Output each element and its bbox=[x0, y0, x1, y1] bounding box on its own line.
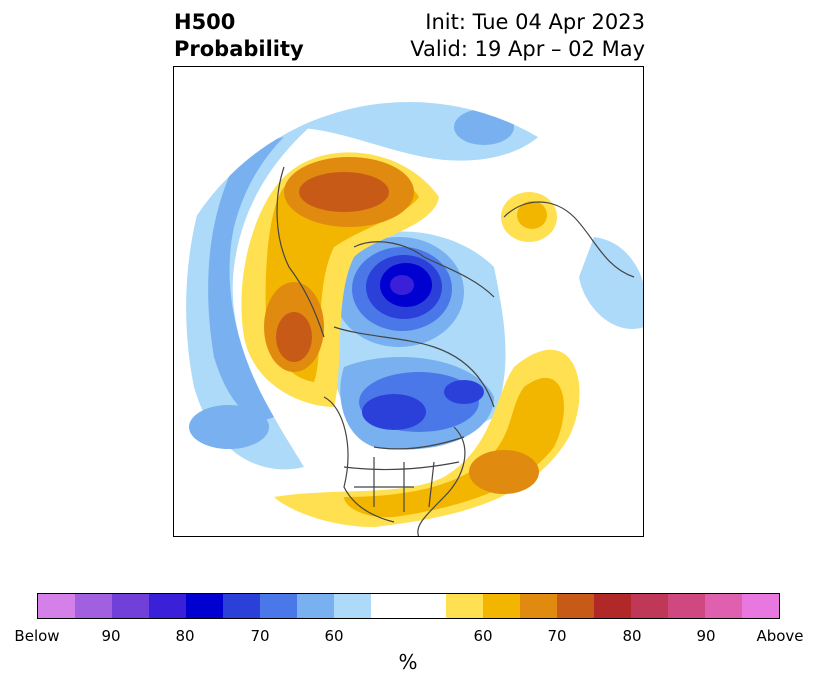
colorbar bbox=[37, 593, 780, 619]
colorbar-segment bbox=[38, 594, 76, 618]
colorbar-segment bbox=[667, 594, 705, 618]
colorbar-tick-below-60: 60 bbox=[324, 627, 344, 645]
colorbar-tick-above: Above bbox=[756, 627, 804, 645]
colorbar-segment bbox=[556, 594, 594, 618]
rust-north-ridge bbox=[299, 172, 389, 212]
blue-canada-80b bbox=[444, 380, 484, 404]
light-blue-east-patch bbox=[579, 237, 643, 329]
colorbar-segment bbox=[519, 594, 557, 618]
colorbar-unit-label: % bbox=[398, 650, 418, 674]
colorbar-tick-above-60: 60 bbox=[473, 627, 493, 645]
colorbar-segment bbox=[75, 594, 113, 618]
rust-west-ridge bbox=[276, 312, 312, 362]
blue-patch-north bbox=[454, 109, 514, 145]
colorbar-segment bbox=[223, 594, 261, 618]
colorbar-segment bbox=[408, 594, 446, 618]
colorbar-tick-above-70: 70 bbox=[547, 627, 567, 645]
colorbar-tick-below: Below bbox=[14, 627, 60, 645]
title-init-date: Init: Tue 04 Apr 2023 bbox=[425, 10, 645, 34]
blue-outer-arc bbox=[208, 137, 284, 420]
blue-central-core bbox=[390, 275, 414, 295]
blue-canada-80 bbox=[362, 394, 426, 430]
title-valid-range: Valid: 19 Apr – 02 May bbox=[410, 37, 645, 61]
colorbar-segment bbox=[149, 594, 187, 618]
colorbar-tick-below-80: 80 bbox=[175, 627, 195, 645]
colorbar-segment bbox=[704, 594, 742, 618]
blue-patch-south-west bbox=[189, 405, 269, 449]
colorbar-segment bbox=[297, 594, 335, 618]
colorbar-segment bbox=[371, 594, 409, 618]
colorbar-segment bbox=[112, 594, 150, 618]
colorbar-tick-below-90: 90 bbox=[101, 627, 121, 645]
colorbar-tick-above-80: 80 bbox=[622, 627, 642, 645]
title-variable: H500 bbox=[174, 10, 236, 34]
title-quantity: Probability bbox=[174, 37, 304, 61]
colorbar-segment bbox=[186, 594, 224, 618]
colorbar-segment bbox=[630, 594, 668, 618]
colorbar-segment bbox=[482, 594, 520, 618]
colorbar-segment bbox=[260, 594, 298, 618]
colorbar-segment bbox=[593, 594, 631, 618]
orange-europe bbox=[517, 201, 547, 229]
colorbar-tick-above-90: 90 bbox=[696, 627, 716, 645]
darkorange-east-ridge bbox=[469, 450, 539, 494]
colorbar-tick-below-70: 70 bbox=[250, 627, 270, 645]
chart-title-right: Init: Tue 04 Apr 2023 Valid: 19 Apr – 02… bbox=[410, 9, 645, 63]
colorbar-segment bbox=[334, 594, 372, 618]
map-panel bbox=[173, 66, 644, 537]
colorbar-segment bbox=[445, 594, 483, 618]
chart-title-left: H500 Probability bbox=[174, 9, 304, 63]
light-blue-north-band bbox=[284, 102, 554, 161]
probability-map bbox=[186, 102, 643, 536]
colorbar-segment bbox=[741, 594, 779, 618]
